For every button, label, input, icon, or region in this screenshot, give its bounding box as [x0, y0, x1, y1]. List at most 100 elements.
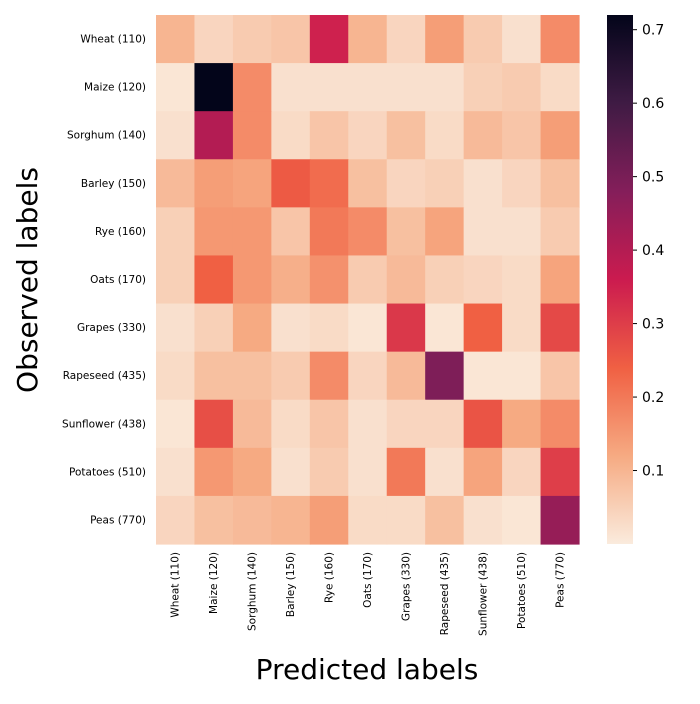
heatmap-cell: [232, 15, 272, 64]
heatmap-cell: [309, 495, 349, 545]
x-tick-label: Sorghum (140): [247, 552, 259, 631]
heatmap-cell: [502, 255, 542, 305]
y-tick-labels: Wheat (110) Maize (120) Sorghum (140) Barle…: [62, 34, 146, 527]
colorbar-tick-label: 0.5: [642, 170, 664, 186]
heatmap-cell: [463, 111, 503, 160]
heatmap-cell: [463, 495, 503, 545]
heatmap-cell: [194, 111, 234, 160]
heatmap-cell: [156, 111, 196, 160]
heatmap-cell: [540, 495, 580, 545]
heatmap-cell: [271, 303, 311, 353]
x-tick-label: Potatoes (510): [516, 552, 528, 629]
heatmap-cell: [502, 159, 542, 208]
heatmap-cell: [463, 351, 503, 401]
heatmap-cell: [194, 159, 234, 208]
heatmap-cell: [425, 15, 465, 64]
heatmap-cell: [309, 111, 349, 160]
heatmap-cell: [309, 207, 349, 257]
y-tick-label: Oats (170): [90, 274, 146, 286]
heatmap-cell: [540, 63, 580, 112]
heatmap-cell: [232, 207, 272, 257]
heatmap-cell: [194, 15, 234, 64]
heatmap-cell: [502, 303, 542, 353]
heatmap-cell: [348, 159, 388, 208]
heatmap-cell: [386, 399, 426, 449]
heatmap-cell: [386, 303, 426, 353]
x-tick-labels: Wheat (110) Maize (120) Sorghum (140) Barle…: [170, 552, 567, 636]
heatmap-cell: [194, 255, 234, 305]
heatmap-cell: [502, 399, 542, 449]
heatmap-cell: [271, 63, 311, 112]
heatmap-cell: [348, 255, 388, 305]
heatmap-cell: [386, 63, 426, 112]
colorbar-tick-label: 0.6: [642, 96, 664, 112]
heatmap-cell: [156, 351, 196, 401]
heatmap-cell: [232, 111, 272, 160]
heatmap-cell: [463, 303, 503, 353]
heatmap-cell: [425, 111, 465, 160]
heatmap-cell: [425, 303, 465, 353]
heatmap-cell: [348, 399, 388, 449]
heatmap-cell: [156, 15, 196, 64]
heatmap-cell: [463, 15, 503, 64]
heatmap-cell: [502, 351, 542, 401]
heatmap-cell: [271, 447, 311, 497]
heatmap-cell: [502, 207, 542, 257]
heatmap-cell: [194, 495, 234, 545]
y-tick-label: Barley (150): [81, 178, 146, 190]
heatmap-cell: [271, 255, 311, 305]
heatmap-cell: [425, 63, 465, 112]
heatmap-cell: [348, 447, 388, 497]
heatmap-cell: [540, 255, 580, 305]
y-tick-label: Sunflower (438): [62, 418, 146, 430]
y-tick-label: Grapes (330): [77, 322, 146, 334]
heatmap-cell: [309, 351, 349, 401]
colorbar-tick-label: 0.2: [642, 390, 664, 406]
x-tick-label: Grapes (330): [400, 552, 412, 621]
heatmap-cell: [463, 63, 503, 112]
heatmap-cell: [271, 351, 311, 401]
colorbar-tick-label: 0.4: [642, 243, 664, 259]
y-tick-label: Sorghum (140): [67, 130, 146, 142]
heatmap-cell: [156, 159, 196, 208]
heatmap-cell: [309, 447, 349, 497]
heatmap-cell: [425, 207, 465, 257]
heatmap-cell: [271, 495, 311, 545]
heatmap-cell: [425, 399, 465, 449]
heatmap-cell: [348, 15, 388, 64]
heatmap-cell: [194, 303, 234, 353]
heatmap-cell: [194, 351, 234, 401]
heatmap-cell: [463, 399, 503, 449]
heatmap-cell: [271, 15, 311, 64]
heatmap-cell: [194, 207, 234, 257]
colorbar: [607, 15, 633, 544]
heatmap-cell: [502, 111, 542, 160]
x-tick-label: Peas (770): [554, 552, 566, 608]
heatmap-cell: [156, 447, 196, 497]
heatmap-cell: [348, 63, 388, 112]
heatmap-cell: [194, 399, 234, 449]
heatmap-cell: [232, 495, 272, 545]
colorbar-ticks: 0.1 0.2 0.3 0.4 0.5 0.6 0.7: [633, 23, 664, 480]
heatmap-cell: [386, 447, 426, 497]
heatmap-cell: [348, 351, 388, 401]
heatmap-cell: [271, 399, 311, 449]
x-tick-label: Maize (120): [208, 552, 220, 614]
heatmap-cell: [156, 255, 196, 305]
y-tick-label: Peas (770): [90, 514, 146, 526]
heatmap-cell: [425, 255, 465, 305]
heatmap-cell: [309, 15, 349, 64]
x-tick-label: Barley (150): [285, 552, 297, 617]
heatmap-cell: [386, 15, 426, 64]
heatmap-cell: [386, 351, 426, 401]
heatmap-cell: [271, 207, 311, 257]
heatmap-cell: [463, 447, 503, 497]
heatmap-cell: [309, 255, 349, 305]
heatmap-cell: [348, 495, 388, 545]
heatmap-cell: [232, 303, 272, 353]
heatmap-cell: [271, 111, 311, 160]
heatmap-cell: [156, 303, 196, 353]
heatmap-cell: [540, 399, 580, 449]
heatmap-cell: [309, 303, 349, 353]
heatmap-cell: [232, 351, 272, 401]
